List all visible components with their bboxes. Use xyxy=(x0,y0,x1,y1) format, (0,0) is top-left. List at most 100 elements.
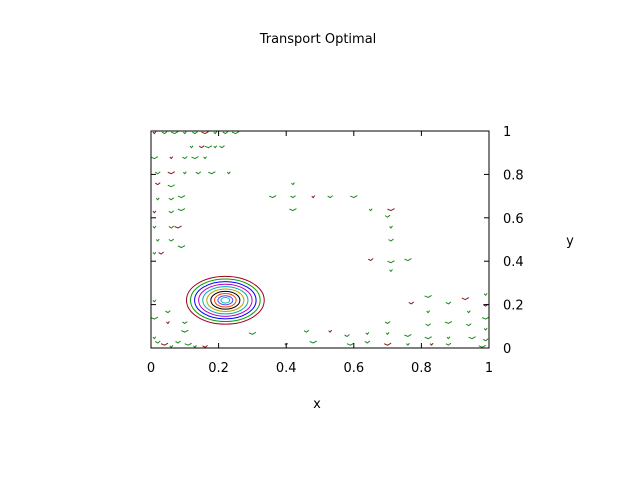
noise-mark xyxy=(177,245,186,249)
noise-mark xyxy=(425,323,431,327)
noise-mark xyxy=(388,238,394,242)
noise-mark xyxy=(177,195,186,199)
contour-ring xyxy=(206,288,245,313)
noise-mark xyxy=(222,131,229,135)
noise-mark xyxy=(327,195,333,199)
noise-mark xyxy=(444,321,453,325)
noise-mark xyxy=(201,131,209,135)
noise-mark xyxy=(155,197,160,201)
noise-mark xyxy=(161,131,168,135)
contour-ring xyxy=(210,290,241,310)
noise-mark xyxy=(406,342,410,346)
y-tick-label: 0.2 xyxy=(503,299,524,314)
noise-mark xyxy=(181,329,189,333)
noise-mark xyxy=(152,131,157,135)
noise-mark xyxy=(309,340,317,344)
contour-ring xyxy=(185,275,265,325)
noise-mark xyxy=(182,321,188,325)
noise-mark xyxy=(150,156,159,160)
noise-mark xyxy=(195,171,202,175)
noise-mark xyxy=(160,342,169,346)
noise-mark xyxy=(219,145,225,149)
noise-mark xyxy=(155,340,161,344)
noise-mark xyxy=(204,145,213,149)
noise-mark xyxy=(384,321,391,325)
noise-mark xyxy=(152,225,157,229)
noise-mark xyxy=(424,336,432,340)
noise-mark xyxy=(213,145,218,149)
y-tick-label: 0.6 xyxy=(503,212,524,227)
noise-mark xyxy=(404,258,412,262)
noise-mark xyxy=(152,251,157,255)
y-tick-label: 0.8 xyxy=(503,168,524,183)
noise-mark xyxy=(346,342,355,346)
noise-mark xyxy=(169,345,174,349)
contour-ring xyxy=(217,295,234,306)
noise-mark xyxy=(389,225,393,229)
noise-mark xyxy=(482,338,489,342)
noise-mark xyxy=(248,331,257,335)
noise-mark xyxy=(387,208,395,212)
noise-mark xyxy=(166,321,170,325)
noise-mark xyxy=(429,342,434,346)
y-tick-label: 0.4 xyxy=(503,255,524,270)
contour-ring xyxy=(194,281,257,320)
noise-mark xyxy=(155,171,161,175)
noise-mark xyxy=(165,310,171,314)
noise-mark xyxy=(168,225,175,229)
noise-mark xyxy=(446,336,451,340)
noise-mark xyxy=(383,342,392,346)
noise-mark xyxy=(387,260,395,264)
x-tick-label: 0.2 xyxy=(208,361,229,376)
noise-mark xyxy=(152,210,157,214)
noise-mark xyxy=(192,131,198,135)
y-tick-label: 0 xyxy=(503,342,511,357)
noise-mark xyxy=(170,131,179,135)
noise-mark xyxy=(483,327,488,331)
plot-frame xyxy=(150,130,490,349)
noise-mark xyxy=(184,342,192,346)
noise-mark xyxy=(424,294,432,298)
noise-mark xyxy=(167,184,176,188)
noise-mark xyxy=(445,342,452,346)
x-tick-label: 0.4 xyxy=(276,361,297,376)
noise-mark xyxy=(465,323,472,327)
noise-mark xyxy=(168,210,175,214)
noise-mark xyxy=(291,182,295,186)
noise-mark xyxy=(426,310,431,314)
noise-mark xyxy=(158,251,164,255)
y-tick-label: 1 xyxy=(503,125,511,140)
noise-mark xyxy=(191,156,199,160)
noise-mark xyxy=(364,340,371,344)
noise-mark xyxy=(193,345,197,349)
contour-ring xyxy=(202,286,249,315)
noise-mark xyxy=(175,340,181,344)
contour-ring xyxy=(198,283,253,317)
noise-mark xyxy=(168,238,175,242)
noise-mark xyxy=(389,269,393,273)
noise-mark xyxy=(404,334,412,338)
noise-mark xyxy=(152,299,157,303)
noise-mark xyxy=(169,156,174,160)
noise-mark xyxy=(167,171,176,175)
noise-mark xyxy=(461,297,470,301)
noise-mark xyxy=(344,334,350,338)
contour-rings xyxy=(185,275,265,325)
noise-mark xyxy=(182,156,188,160)
noise-mark xyxy=(198,145,205,149)
noise-mark xyxy=(189,145,194,149)
noise-mark xyxy=(483,292,488,297)
contour-ring xyxy=(220,296,231,304)
noise-contour-marks xyxy=(150,131,490,349)
noise-mark xyxy=(208,171,216,175)
noise-mark xyxy=(367,258,374,262)
x-axis-ticks: 0 0.2 0.4 0.6 0.8 1 xyxy=(147,131,493,376)
noise-mark xyxy=(445,301,452,305)
noise-mark xyxy=(268,195,277,199)
noise-mark xyxy=(182,171,187,175)
noise-mark xyxy=(368,208,373,212)
chart-title: Transport Optimal xyxy=(259,32,377,47)
noise-mark xyxy=(311,195,316,199)
noise-mark xyxy=(213,131,218,135)
